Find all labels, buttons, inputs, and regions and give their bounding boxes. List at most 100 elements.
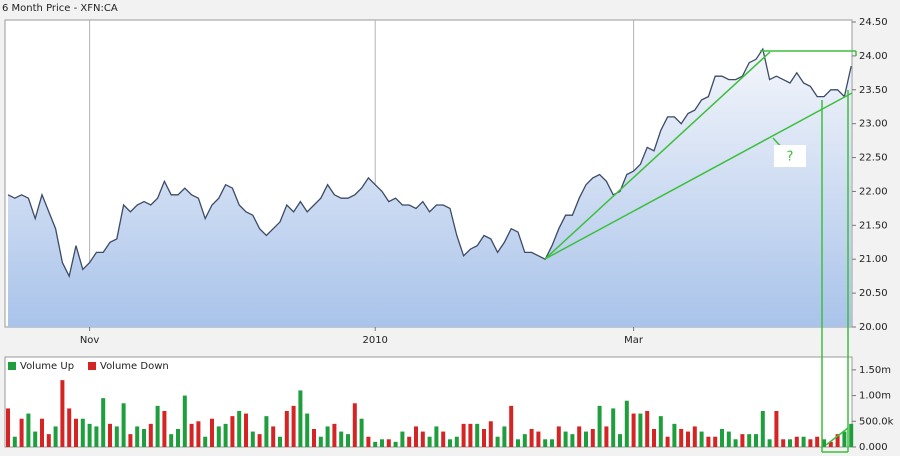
volume-bar (352, 403, 357, 447)
y-tick-label: 21.50 (859, 220, 888, 231)
trend-line (544, 92, 853, 260)
volume-bar (434, 426, 439, 447)
volume-bar (332, 423, 337, 447)
volume-bar (108, 423, 112, 447)
volume-bar (801, 436, 806, 447)
y-tick-label: 20.50 (859, 288, 888, 299)
volume-bar (40, 418, 44, 447)
volume-bar (686, 431, 690, 447)
volume-bar (114, 426, 119, 447)
volume-bar (237, 411, 242, 447)
volume-bar (407, 436, 412, 447)
volume-bar (26, 413, 31, 447)
volume-bar (590, 429, 595, 447)
volume-bar (128, 434, 133, 447)
volume-bar (414, 426, 418, 447)
volume-bar (781, 439, 786, 447)
price-layer: 20.00 20.50 21.00 21.50 22.00 22.50 23.00 23.50… (7, 17, 888, 346)
volume-bar (19, 418, 24, 447)
volume-bar (380, 439, 384, 447)
volume-bar (679, 429, 684, 447)
y-tick-label: 1.50m (859, 365, 891, 376)
volume-bar (271, 426, 276, 447)
volume-panel (4, 356, 853, 448)
volume-bar (203, 436, 208, 447)
volume-bar (359, 418, 364, 447)
volume-bar (80, 418, 85, 447)
volume-bar (522, 434, 527, 447)
volume-bar (12, 436, 17, 447)
volume-bar (461, 423, 466, 447)
volume-bar (67, 408, 72, 447)
volume-bar (244, 413, 248, 447)
annotations (544, 50, 857, 453)
volume-bar (196, 421, 201, 447)
volume-bar (495, 436, 500, 447)
legend-swatch (88, 362, 96, 370)
y-tick-label: 20.00 (859, 322, 888, 333)
volume-bar (774, 411, 779, 447)
volume-bar (46, 434, 51, 447)
volume-bar (536, 431, 541, 447)
volume-bar (142, 429, 146, 447)
volume-bar (726, 431, 731, 447)
volume-bar (713, 436, 718, 447)
annotation: ? (787, 150, 794, 165)
volume-bar (652, 429, 656, 447)
volume-bar (828, 441, 833, 447)
volume-bar (597, 405, 602, 447)
volume-bar (284, 411, 289, 447)
volume-bar (645, 411, 650, 447)
x-tick-label: Nov (80, 335, 100, 346)
volume-bar (155, 405, 160, 447)
volume-bar (747, 434, 752, 447)
volume-bar (386, 439, 391, 447)
volume-bar (502, 426, 507, 447)
volume-bar (33, 431, 38, 447)
volume-bar (60, 380, 65, 447)
price-line (7, 47, 852, 279)
volume-bar (182, 395, 187, 447)
volume-bar (176, 429, 180, 447)
y-tick-label: 23.00 (859, 119, 888, 130)
y-tick-label: 500.0k (859, 416, 894, 427)
volume-bar (210, 418, 214, 447)
volume-bar (822, 439, 826, 447)
volume-bar (794, 436, 799, 447)
volume-bar (101, 398, 106, 447)
volume-bar (318, 436, 323, 447)
volume-bar (454, 436, 459, 447)
x-tick-label: Mar (624, 335, 644, 346)
volume-bar (325, 426, 330, 447)
volume-bar (584, 431, 588, 447)
volume-bar (631, 413, 636, 447)
volume-bar (366, 436, 371, 447)
y-tick-label: 21.00 (859, 254, 888, 265)
volume-bar (475, 423, 480, 447)
volume-bar (563, 431, 568, 447)
y-tick-label: 24.00 (859, 51, 888, 62)
volume-bar (699, 431, 704, 447)
volume-bar (223, 423, 228, 447)
volume-bar (427, 436, 432, 447)
volume-bar (74, 418, 78, 447)
volume-bar (278, 436, 282, 447)
volume-bar (516, 439, 520, 447)
volume-layer: 0.000 500.0k 1.00m 1.50m Volume Up Volume Dow… (6, 361, 894, 453)
volume-trend (825, 427, 849, 446)
legend-label: Volume Up (20, 361, 74, 372)
volume-bar (672, 423, 677, 447)
volume-bar (162, 411, 167, 447)
volume-bar (148, 423, 153, 447)
volume-bar (216, 426, 221, 447)
volume-bar (305, 413, 310, 447)
y-tick-label: 23.50 (859, 85, 888, 96)
volume-bar (298, 390, 303, 447)
volume-bar (740, 434, 745, 447)
volume-bar (400, 431, 405, 447)
volume-bar (767, 439, 772, 447)
y-tick-label: 24.50 (859, 17, 888, 28)
volume-bar (87, 423, 92, 447)
volume-bar (808, 439, 813, 447)
volume-bar (448, 439, 452, 447)
